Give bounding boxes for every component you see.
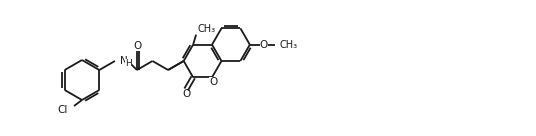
Text: CH₃: CH₃	[280, 40, 298, 50]
Text: O: O	[134, 41, 142, 51]
Text: O: O	[209, 77, 217, 87]
Text: H: H	[125, 58, 132, 67]
Text: N: N	[120, 56, 128, 66]
Text: Cl: Cl	[58, 105, 68, 115]
Text: CH₃: CH₃	[197, 24, 215, 34]
Text: O: O	[260, 40, 268, 50]
Text: O: O	[182, 89, 190, 100]
